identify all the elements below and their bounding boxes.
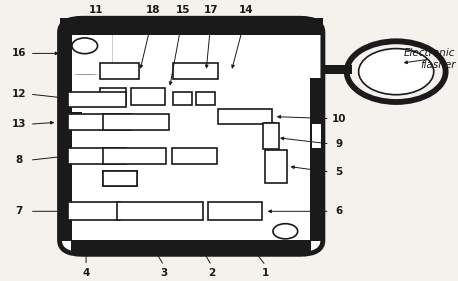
Circle shape	[72, 38, 98, 54]
Text: 1: 1	[262, 268, 269, 278]
Bar	[172, 148, 217, 164]
Bar	[117, 202, 203, 220]
Text: Electronic
flasher: Electronic flasher	[404, 48, 456, 70]
Text: 11: 11	[89, 5, 104, 15]
Bar	[60, 35, 72, 241]
Circle shape	[347, 41, 446, 102]
Bar	[114, 175, 132, 183]
Text: 2: 2	[208, 268, 215, 278]
Bar	[103, 171, 137, 186]
Bar	[131, 88, 165, 105]
Bar	[72, 114, 80, 128]
Bar	[72, 112, 82, 129]
Text: 10: 10	[332, 114, 346, 124]
FancyBboxPatch shape	[60, 17, 112, 74]
Text: 13: 13	[12, 119, 27, 129]
FancyBboxPatch shape	[60, 18, 323, 254]
Bar	[265, 123, 276, 148]
Circle shape	[273, 224, 298, 239]
Text: 6: 6	[335, 206, 343, 216]
Bar	[103, 148, 166, 164]
Bar	[100, 88, 126, 105]
Bar	[312, 124, 321, 148]
Text: 9: 9	[335, 139, 343, 149]
Text: 16: 16	[12, 48, 27, 58]
Bar	[71, 240, 311, 254]
Text: 8: 8	[16, 155, 23, 165]
Text: 17: 17	[204, 5, 219, 15]
Bar	[265, 150, 287, 183]
Bar	[218, 109, 272, 124]
Bar	[60, 18, 323, 35]
Bar	[208, 202, 262, 220]
Text: 7: 7	[16, 206, 23, 216]
Bar	[68, 148, 126, 164]
Bar	[68, 92, 126, 107]
Bar	[310, 78, 323, 92]
Bar	[173, 92, 192, 105]
Bar	[114, 173, 132, 183]
Text: 15: 15	[176, 5, 191, 15]
Bar	[72, 35, 112, 74]
Bar	[322, 65, 352, 74]
Text: 18: 18	[146, 5, 161, 15]
Text: 5: 5	[335, 167, 343, 177]
Circle shape	[359, 49, 434, 95]
Bar	[68, 202, 120, 220]
Text: 14: 14	[239, 5, 254, 15]
Bar	[310, 92, 324, 241]
Bar	[103, 171, 137, 186]
Bar	[310, 123, 323, 149]
Bar	[134, 207, 185, 216]
Bar	[263, 123, 279, 149]
Bar	[68, 114, 131, 130]
Text: 12: 12	[12, 89, 27, 99]
Text: 4: 4	[82, 268, 90, 278]
Bar	[196, 92, 215, 105]
Bar	[100, 63, 139, 79]
Bar	[103, 114, 169, 130]
Bar	[173, 63, 218, 79]
Text: 3: 3	[160, 268, 168, 278]
